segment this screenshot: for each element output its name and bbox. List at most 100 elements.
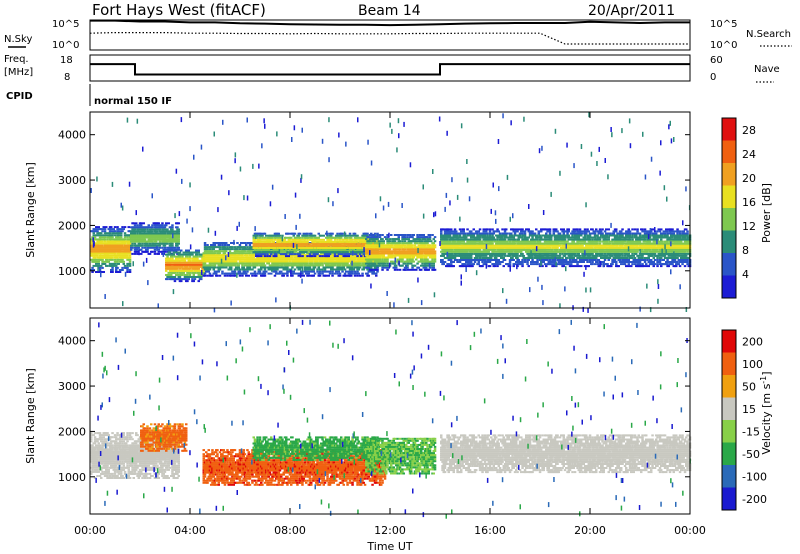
heatmap-cell <box>253 234 257 237</box>
heatmap-cell <box>327 258 330 261</box>
heatmap-cell <box>101 240 104 243</box>
heatmap-cell <box>376 244 379 247</box>
heatmap-cell <box>286 262 289 265</box>
heatmap-cell <box>266 242 269 245</box>
heatmap-cell <box>420 264 423 267</box>
heatmap-cell <box>153 250 157 253</box>
heatmap-cell <box>281 264 284 267</box>
heatmap-cell <box>243 270 247 273</box>
heatmap-cell <box>356 234 359 237</box>
heatmap-cell <box>463 234 467 237</box>
heatmap-cell <box>166 228 169 231</box>
heatmap-cell <box>113 226 117 229</box>
heatmap-cell <box>161 222 164 225</box>
heatmap-cell <box>291 258 294 261</box>
heatmap-cell <box>123 232 127 235</box>
heatmap-cell <box>176 255 179 258</box>
heatmap-cell <box>318 255 322 258</box>
heatmap-cell <box>117 246 120 249</box>
heatmap-cell <box>327 274 330 277</box>
heatmap-cell <box>237 250 240 253</box>
heatmap-cell <box>251 274 254 277</box>
heatmap-cell <box>202 269 205 272</box>
heatmap-cell <box>110 228 113 231</box>
heatmap-cell <box>300 238 303 241</box>
heatmap-cell <box>345 274 348 277</box>
heatmap-cell <box>323 268 327 271</box>
heatmap-cell <box>306 234 309 237</box>
heatmap-cell <box>446 238 449 241</box>
heatmap-cell <box>260 232 263 235</box>
heatmap-cell <box>193 259 197 262</box>
heatmap-cell <box>382 254 385 257</box>
heatmap-cell <box>253 258 257 261</box>
heatmap-cell <box>295 250 298 253</box>
heatmap-cell <box>228 274 232 277</box>
heatmap-cell <box>398 240 402 243</box>
heatmap-cell <box>425 256 428 259</box>
heatmap-cell <box>340 266 343 269</box>
heatmap-cell <box>246 242 249 244</box>
heatmap-cell <box>171 271 174 274</box>
heatmap-cell <box>135 240 138 243</box>
heatmap-cell <box>177 228 180 231</box>
heatmap-cell <box>298 266 302 269</box>
heatmap-cell <box>318 249 322 251</box>
heatmap-cell <box>153 232 157 235</box>
heatmap-cell <box>426 258 429 261</box>
heatmap-cell <box>332 252 335 255</box>
heatmap-cell <box>288 249 292 251</box>
heatmap-cell <box>238 260 242 263</box>
heatmap-cell <box>253 252 257 255</box>
heatmap-cell <box>345 256 348 259</box>
heatmap-cell <box>351 272 354 275</box>
heatmap-cell <box>287 262 290 265</box>
heatmap-cell <box>408 234 412 236</box>
heatmap-cell <box>141 246 144 249</box>
heatmap-cell <box>401 260 404 263</box>
heatmap-cell <box>228 250 232 253</box>
heatmap-cell <box>216 254 219 257</box>
heatmap-cell <box>432 262 435 265</box>
heatmap-cell <box>191 265 194 268</box>
heatmap-cell <box>315 240 318 243</box>
heatmap-cell <box>228 264 232 267</box>
heatmap-cell <box>460 238 463 241</box>
heatmap-cell <box>97 226 100 229</box>
heatmap-cell <box>183 265 187 268</box>
heatmap-cell <box>186 265 189 268</box>
heatmap-cell <box>165 278 168 281</box>
heatmap-cell <box>140 230 143 233</box>
heatmap-cell <box>236 246 239 249</box>
heatmap-cell <box>358 242 362 245</box>
heatmap-cell <box>316 268 319 271</box>
heatmap-cell <box>333 253 337 256</box>
heatmap-cell <box>423 238 427 241</box>
heatmap-cell <box>211 274 214 277</box>
heatmap-cell <box>202 271 205 274</box>
heatmap-cell <box>236 254 239 257</box>
heatmap-cell <box>161 226 164 229</box>
heatmap-cell <box>362 256 365 259</box>
noise-right-tick-top: 10^5 <box>710 19 737 30</box>
heatmap-cell <box>152 242 155 245</box>
heatmap-cell <box>176 236 179 239</box>
heatmap-cell <box>177 234 180 237</box>
heatmap-cell <box>158 228 162 231</box>
heatmap-cell <box>117 228 120 231</box>
heatmap-cell <box>210 264 213 267</box>
heatmap-cell <box>183 267 187 270</box>
heatmap-cell <box>291 264 294 267</box>
heatmap-cell <box>187 249 190 252</box>
heatmap-cell <box>120 269 123 271</box>
heatmap-cell <box>236 248 239 251</box>
heatmap-cell <box>177 259 180 262</box>
heatmap-cell <box>165 263 168 266</box>
heatmap-cell <box>273 258 277 261</box>
heatmap-cell <box>120 238 123 241</box>
power-heatmap-cells <box>90 112 692 313</box>
heatmap-cell <box>128 271 132 273</box>
heatmap-cell <box>208 272 212 275</box>
heatmap-cell <box>156 222 159 225</box>
heatmap-cell <box>228 246 232 249</box>
